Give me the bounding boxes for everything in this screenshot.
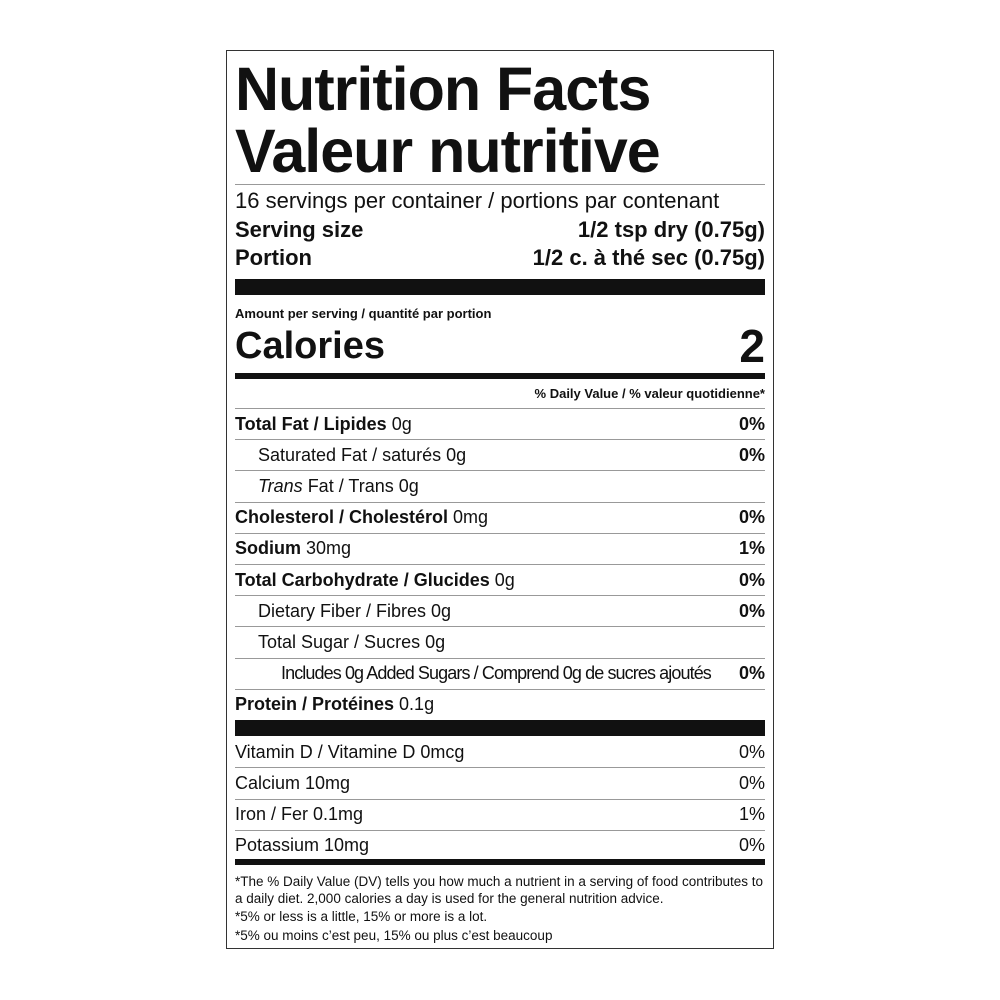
footnote-fr: *5% ou moins c’est peu, 15% ou plus c’es… bbox=[235, 928, 553, 943]
nutrient-amount: 0g bbox=[489, 569, 515, 590]
nutrient-daily-value: 0% bbox=[738, 413, 765, 434]
vitamin-row: Potassium 10mg 0% bbox=[235, 831, 765, 861]
nutrient-daily-value: 0% bbox=[738, 569, 765, 590]
nutrient-label: Saturated Fat / saturés 0g bbox=[235, 445, 466, 466]
nutrient-label: Total Carbohydrate / Glucides 0g bbox=[235, 570, 515, 591]
footnote-en: *5% or less is a little, 15% or more is … bbox=[235, 909, 488, 924]
servings-per-container: 16 servings per container / portions par… bbox=[235, 188, 720, 213]
nutrient-name: Protein / Protéines bbox=[235, 694, 395, 715]
nutrient-daily-value: 1% bbox=[738, 538, 765, 559]
nutrient-row: Includes 0g Added Sugars / Comprend 0g d… bbox=[235, 659, 765, 689]
row-divider bbox=[235, 564, 765, 565]
calories-value: 2 bbox=[739, 320, 765, 372]
row-divider bbox=[235, 657, 765, 659]
row-divider bbox=[235, 532, 765, 534]
nutrient-amount: 0g bbox=[386, 413, 412, 434]
nutrient-name: Total Carbohydrate / Glucides bbox=[235, 569, 490, 590]
row-divider bbox=[235, 829, 765, 831]
nutrient-row: Total Sugar / Sucres 0g bbox=[235, 627, 765, 657]
row-divider bbox=[235, 470, 765, 472]
vitamin-label: Iron / Fer 0.1mg bbox=[235, 804, 364, 825]
vitamin-daily-value: 0% bbox=[738, 741, 765, 762]
nutrient-label: Trans Fat / Trans 0g bbox=[235, 476, 419, 497]
nutrient-daily-value: 0% bbox=[738, 444, 765, 465]
row-divider bbox=[235, 501, 765, 503]
serving-size-label: Serving size bbox=[235, 217, 364, 242]
nutrient-row: Dietary Fiber / Fibres 0g 0% bbox=[235, 596, 765, 626]
divider bbox=[235, 184, 765, 185]
vitamin-daily-value: 0% bbox=[738, 772, 765, 793]
nutrient-row: Trans Fat / Trans 0g bbox=[235, 471, 765, 501]
row-divider bbox=[235, 767, 765, 769]
nutrient-label: Sodium 30mg bbox=[235, 538, 351, 559]
serving-size-value: 1/2 tsp dry (0.75g) bbox=[577, 217, 765, 242]
vitamin-daily-value: 1% bbox=[738, 804, 765, 825]
calories-row: Calories 2 bbox=[235, 320, 765, 372]
nutrient-row: Sodium 30mg 1% bbox=[235, 534, 765, 564]
vitamin-label: Vitamin D / Vitamine D 0mcg bbox=[235, 741, 465, 762]
nutrient-name: Total Fat / Lipides bbox=[235, 413, 387, 434]
nutrient-label: Protein / Protéines 0.1g bbox=[235, 694, 434, 715]
nutrient-amount: 0mg bbox=[448, 507, 489, 528]
row-divider bbox=[235, 439, 765, 441]
vitamin-row: Calcium 10mg 0% bbox=[235, 768, 765, 798]
daily-value-header: % Daily Value / % valeur quotidienne* bbox=[534, 386, 765, 401]
vitamin-row: Vitamin D / Vitamine D 0mcg 0% bbox=[235, 737, 765, 767]
nutrient-label: Includes 0g Added Sugars / Comprend 0g d… bbox=[235, 663, 712, 684]
nutrient-name: Cholesterol / Cholestérol bbox=[235, 507, 449, 528]
nutrient-amount: Fat / Trans 0g bbox=[302, 475, 419, 496]
vitamin-label: Calcium 10mg bbox=[235, 772, 351, 793]
nutrient-label: Dietary Fiber / Fibres 0g bbox=[235, 601, 451, 622]
vitamin-row: Iron / Fer 0.1mg 1% bbox=[235, 800, 765, 830]
row-divider bbox=[235, 408, 765, 409]
nutrient-daily-value: 0% bbox=[738, 663, 765, 684]
medium-divider bbox=[235, 859, 765, 865]
medium-divider bbox=[235, 373, 765, 379]
nutrient-daily-value: 0% bbox=[738, 600, 765, 621]
nutrient-row: Total Fat / Lipides 0g 0% bbox=[235, 409, 765, 439]
row-divider bbox=[235, 798, 765, 800]
nutrient-amount: Dietary Fiber / Fibres 0g bbox=[258, 600, 452, 621]
title-fr: Valeur nutritive bbox=[235, 117, 661, 185]
nutrient-label: Cholesterol / Cholestérol 0mg bbox=[235, 507, 488, 528]
thick-divider bbox=[235, 279, 765, 295]
nutrition-facts-label: Nutrition Facts Valeur nutritive 16 serv… bbox=[226, 50, 774, 949]
portion-row: Portion 1/2 c. à thé sec (0.75g) bbox=[235, 245, 765, 271]
nutrient-name: Sodium bbox=[235, 538, 301, 559]
nutrient-italic: Trans bbox=[258, 475, 303, 496]
row-divider bbox=[235, 688, 765, 690]
nutrient-amount: Total Sugar / Sucres 0g bbox=[258, 631, 446, 652]
nutrient-row: Saturated Fat / saturés 0g 0% bbox=[235, 440, 765, 470]
nutrient-amount: 30mg bbox=[301, 538, 352, 559]
nutrient-row: Total Carbohydrate / Glucides 0g 0% bbox=[235, 565, 765, 595]
title-en: Nutrition Facts bbox=[235, 55, 651, 123]
nutrient-label: Total Sugar / Sucres 0g bbox=[235, 632, 445, 653]
vitamin-label: Potassium 10mg bbox=[235, 835, 370, 856]
nutrient-label: Total Fat / Lipides 0g bbox=[235, 414, 412, 435]
serving-size-row: Serving size 1/2 tsp dry (0.75g) bbox=[235, 217, 765, 243]
row-divider bbox=[235, 595, 765, 597]
footnote-dv: *The % Daily Value (DV) tells you how mu… bbox=[235, 874, 764, 906]
nutrient-amount: Saturated Fat / saturés 0g bbox=[258, 444, 467, 465]
vitamin-daily-value: 0% bbox=[738, 835, 765, 856]
nutrient-row: Protein / Protéines 0.1g bbox=[235, 690, 765, 720]
portion-value: 1/2 c. à thé sec (0.75g) bbox=[532, 245, 765, 270]
nutrient-daily-value: 0% bbox=[738, 507, 765, 528]
row-divider bbox=[235, 626, 765, 628]
portion-label: Portion bbox=[235, 245, 312, 270]
amount-per-serving: Amount per serving / quantité par portio… bbox=[235, 306, 492, 321]
calories-label: Calories bbox=[235, 324, 385, 367]
nutrient-amount: 0.1g bbox=[394, 694, 435, 715]
thick-divider bbox=[235, 720, 765, 736]
nutrient-amount: Includes 0g Added Sugars / Comprend 0g d… bbox=[281, 663, 712, 684]
nutrient-row: Cholesterol / Cholestérol 0mg 0% bbox=[235, 503, 765, 533]
